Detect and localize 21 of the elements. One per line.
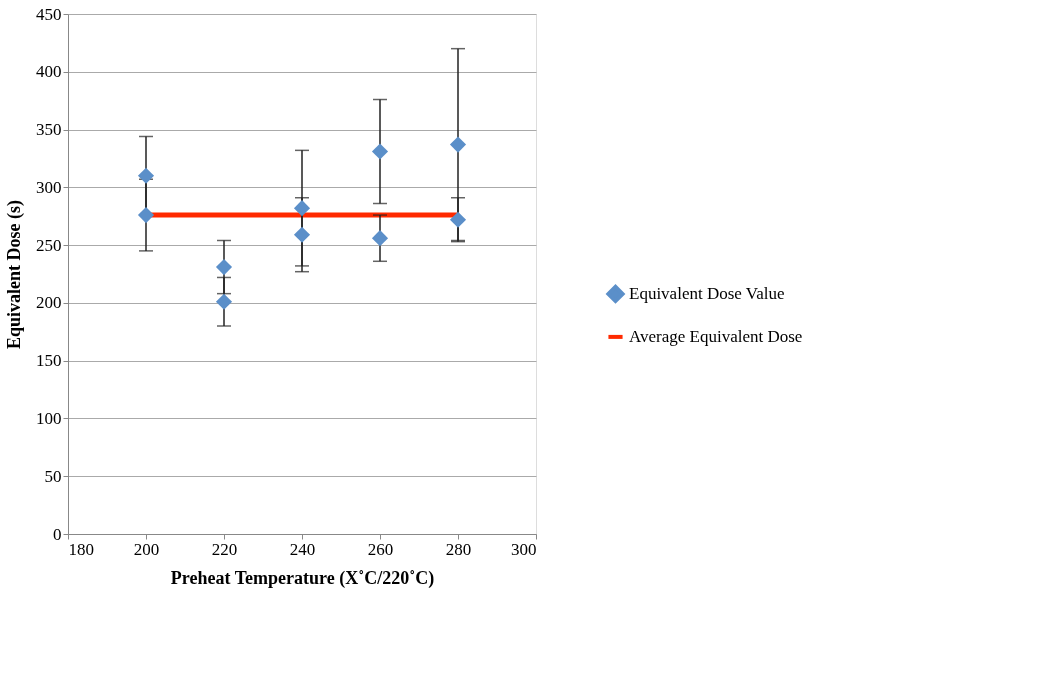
y-tick-label: 450 xyxy=(36,4,62,24)
x-tick-label: 240 xyxy=(289,539,316,559)
y-tick-label: 300 xyxy=(36,177,62,197)
y-tick-label: 200 xyxy=(36,293,62,313)
y-tick-label: 400 xyxy=(36,62,62,82)
y-tick-label: 250 xyxy=(36,235,62,255)
legend-label: Average Equivalent Dose xyxy=(629,326,803,346)
x-tick-label: 200 xyxy=(133,539,160,559)
x-tick-label: 280 xyxy=(445,539,472,559)
x-tick-label: 260 xyxy=(367,539,394,559)
x-tick-label: 220 xyxy=(211,539,238,559)
y-axis-title: Equivalent Dose (s) xyxy=(4,199,25,350)
y-tick-label: 50 xyxy=(44,466,62,486)
x-tick-label: 300 xyxy=(511,539,537,559)
legend-label: Equivalent Dose Value xyxy=(629,283,785,303)
x-axis-title: Preheat Temperature (X˚C/220˚C) xyxy=(170,567,435,589)
y-tick-label: 0 xyxy=(53,524,62,544)
y-tick-label: 150 xyxy=(36,351,62,371)
y-tick-label: 350 xyxy=(36,120,62,140)
x-tick-label: 180 xyxy=(68,539,94,559)
y-tick-label: 100 xyxy=(36,408,62,428)
